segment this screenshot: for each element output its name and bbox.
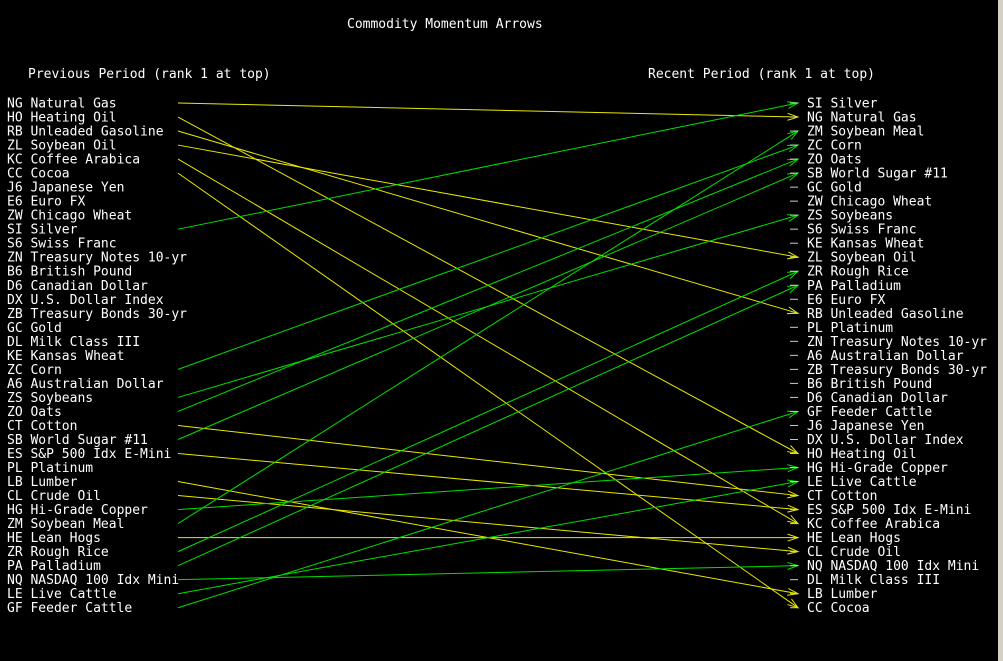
recent-label-si-silver: SI Silver	[807, 97, 878, 112]
previous-label-e6-euro-fx: E6 Euro FX	[7, 195, 85, 210]
recent-label-a6-australian-dollar: A6 Australian Dollar	[807, 349, 964, 364]
recent-label-he-lean-hogs: HE Lean Hogs	[807, 531, 901, 546]
chart-title: Commodity Momentum Arrows	[347, 17, 543, 32]
arrow-ng	[177, 102, 799, 118]
recent-label-zm-soybean-meal: ZM Soybean Meal	[807, 125, 924, 140]
arrow-zr	[177, 270, 799, 553]
previous-label-zc-corn: ZC Corn	[7, 363, 62, 378]
arrow-rb	[177, 130, 799, 314]
previous-label-lb-lumber: LB Lumber	[7, 475, 78, 490]
recent-label-es-s-p-500-idx-e-mini: ES S&P 500 Idx E-Mini	[807, 503, 971, 518]
recent-label-cl-crude-oil: CL Crude Oil	[807, 545, 901, 560]
arrow-zo	[177, 158, 799, 412]
previous-label-kc-coffee-arabica: KC Coffee Arabica	[7, 153, 140, 168]
arrow-zc	[177, 144, 799, 370]
left-column-header: Previous Period (rank 1 at top)	[28, 67, 271, 82]
previous-label-gc-gold: GC Gold	[7, 321, 62, 336]
recent-label-d6-canadian-dollar: D6 Canadian Dollar	[807, 391, 948, 406]
previous-label-ke-kansas-wheat: KE Kansas Wheat	[7, 349, 124, 364]
recent-label-b6-british-pound: B6 British Pound	[807, 377, 932, 392]
previous-label-rb-unleaded-gasoline: RB Unleaded Gasoline	[7, 125, 164, 140]
recent-label-j6-japanese-yen: J6 Japanese Yen	[807, 419, 924, 434]
previous-label-ct-cotton: CT Cotton	[7, 419, 77, 434]
recent-label-ho-heating-oil: HO Heating Oil	[807, 447, 917, 462]
previous-label-zb-treasury-bonds-30-yr: ZB Treasury Bonds 30-yr	[7, 307, 187, 322]
arrow-gf	[177, 410, 799, 609]
recent-label-gc-gold: GC Gold	[807, 181, 862, 196]
previous-label-zr-rough-rice: ZR Rough Rice	[7, 545, 109, 560]
recent-label-zn-treasury-notes-10-yr: ZN Treasury Notes 10-yr	[807, 335, 987, 350]
previous-label-cl-crude-oil: CL Crude Oil	[7, 489, 101, 504]
previous-label-zo-oats: ZO Oats	[7, 405, 62, 420]
previous-label-zw-chicago-wheat: ZW Chicago Wheat	[7, 209, 132, 224]
previous-label-d6-canadian-dollar: D6 Canadian Dollar	[7, 279, 148, 294]
recent-label-zc-corn: ZC Corn	[807, 139, 862, 154]
recent-label-zb-treasury-bonds-30-yr: ZB Treasury Bonds 30-yr	[807, 363, 987, 378]
previous-label-s6-swiss-franc: S6 Swiss Franc	[7, 237, 117, 252]
recent-label-gf-feeder-cattle: GF Feeder Cattle	[807, 405, 932, 420]
recent-label-ke-kansas-wheat: KE Kansas Wheat	[807, 237, 924, 252]
previous-label-sb-world-sugar-11: SB World Sugar #11	[7, 433, 148, 448]
previous-label-nq-nasdaq-100-idx-mini: NQ NASDAQ 100 Idx Mini	[7, 573, 179, 588]
arrow-si	[177, 102, 799, 230]
previous-label-zl-soybean-oil: ZL Soybean Oil	[7, 139, 117, 154]
recent-label-s6-swiss-franc: S6 Swiss Franc	[807, 223, 917, 238]
recent-label-zo-oats: ZO Oats	[807, 153, 862, 168]
recent-label-lb-lumber: LB Lumber	[807, 587, 878, 602]
arrow-cc	[177, 172, 799, 609]
previous-label-es-s-p-500-idx-e-mini: ES S&P 500 Idx E-Mini	[7, 447, 171, 462]
previous-label-zn-treasury-notes-10-yr: ZN Treasury Notes 10-yr	[7, 251, 187, 266]
recent-label-cc-cocoa: CC Cocoa	[807, 601, 870, 616]
recent-label-e6-euro-fx: E6 Euro FX	[807, 293, 885, 308]
previous-label-cc-cocoa: CC Cocoa	[7, 167, 70, 182]
recent-label-zs-soybeans: ZS Soybeans	[807, 209, 893, 224]
previous-label-he-lean-hogs: HE Lean Hogs	[7, 531, 101, 546]
previous-label-le-live-cattle: LE Live Cattle	[7, 587, 117, 602]
previous-label-gf-feeder-cattle: GF Feeder Cattle	[7, 601, 132, 616]
recent-label-kc-coffee-arabica: KC Coffee Arabica	[807, 517, 940, 532]
window-edge	[998, 0, 1003, 661]
recent-label-rb-unleaded-gasoline: RB Unleaded Gasoline	[807, 307, 964, 322]
recent-label-pl-platinum: PL Platinum	[807, 321, 893, 336]
arrow-sb	[177, 172, 799, 440]
arrow-nq	[177, 565, 799, 581]
recent-label-dl-milk-class-iii: DL Milk Class III	[807, 573, 940, 588]
previous-label-zs-soybeans: ZS Soybeans	[7, 391, 93, 406]
arrow-pa	[177, 284, 799, 567]
recent-label-sb-world-sugar-11: SB World Sugar #11	[807, 167, 948, 182]
previous-label-a6-australian-dollar: A6 Australian Dollar	[7, 377, 164, 392]
arrow-hg	[177, 467, 799, 511]
recent-label-dx-u-s-dollar-index: DX U.S. Dollar Index	[807, 433, 964, 448]
recent-label-pa-palladium: PA Palladium	[807, 279, 901, 294]
previous-label-hg-hi-grade-copper: HG Hi-Grade Copper	[7, 503, 148, 518]
previous-label-si-silver: SI Silver	[7, 223, 78, 238]
previous-label-j6-japanese-yen: J6 Japanese Yen	[7, 181, 124, 196]
arrow-zm	[177, 130, 799, 525]
arrow-zl	[177, 144, 799, 258]
previous-label-zm-soybean-meal: ZM Soybean Meal	[7, 517, 124, 532]
recent-label-zr-rough-rice: ZR Rough Rice	[807, 265, 909, 280]
previous-label-ng-natural-gas: NG Natural Gas	[7, 97, 117, 112]
previous-label-b6-british-pound: B6 British Pound	[7, 265, 132, 280]
arrow-ct	[177, 424, 799, 497]
arrow-kc	[177, 158, 799, 525]
previous-label-pa-palladium: PA Palladium	[7, 559, 101, 574]
previous-label-dx-u-s-dollar-index: DX U.S. Dollar Index	[7, 293, 164, 308]
recent-label-ct-cotton: CT Cotton	[807, 489, 877, 504]
recent-label-zw-chicago-wheat: ZW Chicago Wheat	[807, 195, 932, 210]
previous-label-ho-heating-oil: HO Heating Oil	[7, 111, 117, 126]
previous-label-pl-platinum: PL Platinum	[7, 461, 93, 476]
recent-label-hg-hi-grade-copper: HG Hi-Grade Copper	[807, 461, 948, 476]
recent-label-le-live-cattle: LE Live Cattle	[807, 475, 917, 490]
recent-label-ng-natural-gas: NG Natural Gas	[807, 111, 917, 126]
recent-label-zl-soybean-oil: ZL Soybean Oil	[807, 251, 917, 266]
right-column-header: Recent Period (rank 1 at top)	[648, 67, 875, 82]
previous-label-dl-milk-class-iii: DL Milk Class III	[7, 335, 140, 350]
recent-label-nq-nasdaq-100-idx-mini: NQ NASDAQ 100 Idx Mini	[807, 559, 979, 574]
